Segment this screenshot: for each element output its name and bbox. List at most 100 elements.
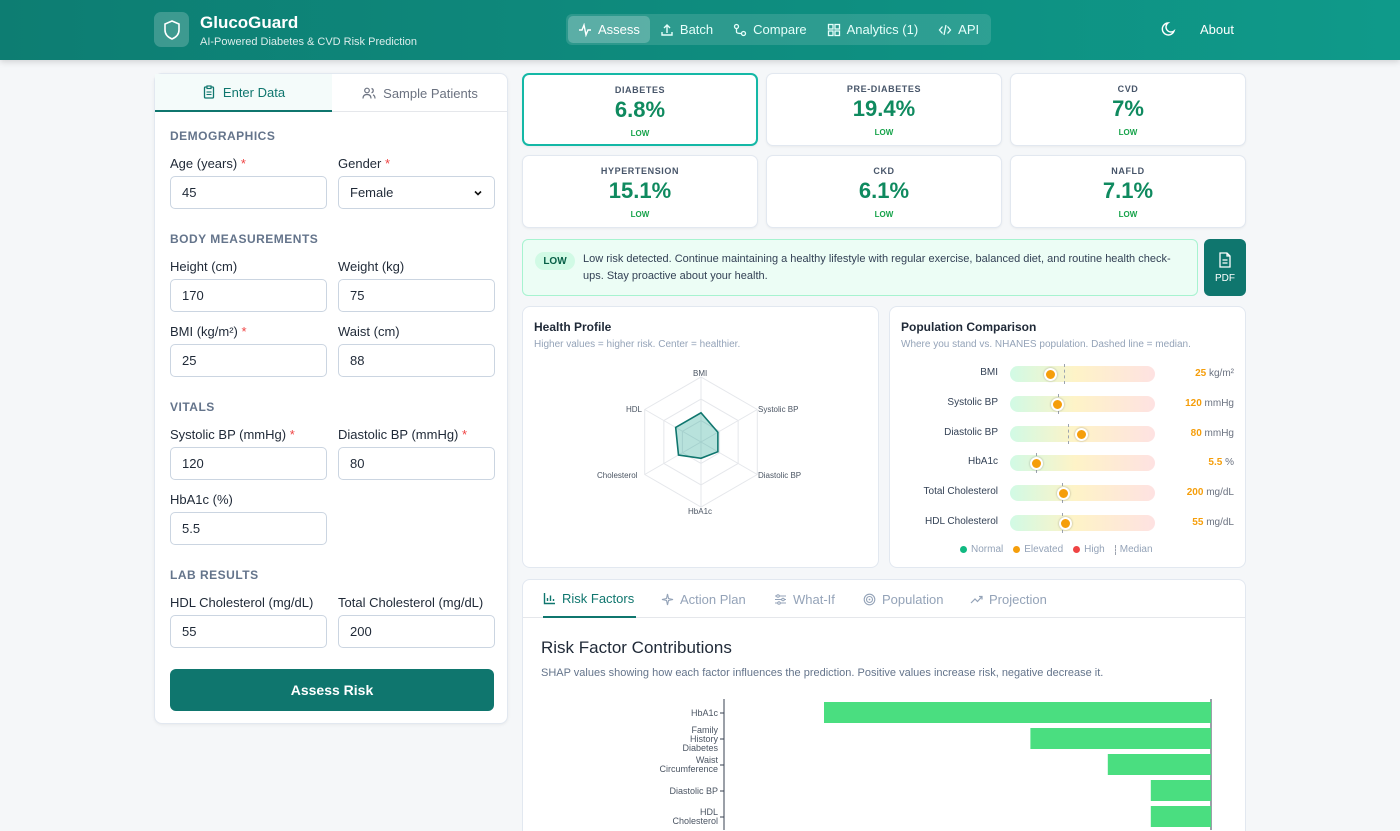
- shap-chart: [720, 699, 1212, 830]
- patient-marker: [1074, 427, 1088, 441]
- legend-elevated: Elevated: [1024, 544, 1064, 555]
- file-icon: [1219, 251, 1231, 268]
- tab-population[interactable]: Population: [863, 580, 943, 618]
- risk-name: CVD: [1117, 84, 1139, 94]
- radar-patient-shape: [674, 411, 719, 460]
- diastolic-label: Diastolic BP (mmHg) *: [338, 427, 468, 442]
- waist-label: Waist (cm): [338, 324, 400, 339]
- radar-label: Diastolic BP: [758, 471, 802, 480]
- hdl-label: HDL Cholesterol (mg/dL): [170, 595, 314, 610]
- nav-analytics[interactable]: Analytics (1): [817, 16, 929, 43]
- risk-name: NAFLD: [1111, 166, 1145, 176]
- metric-value: 55 mg/dL: [1192, 517, 1234, 528]
- assess-risk-button[interactable]: Assess Risk: [170, 669, 494, 711]
- risk-level: LOW: [1118, 210, 1138, 219]
- bar-chart-icon: [543, 592, 555, 604]
- chevron-down-icon: [474, 190, 482, 196]
- tab-sample-patients[interactable]: Sample Patients: [332, 74, 508, 112]
- range-bar: [1010, 453, 1155, 474]
- metric-name: BMI: [980, 367, 998, 378]
- compare-icon: [734, 23, 747, 36]
- nav-compare[interactable]: Compare: [723, 16, 816, 43]
- patient-marker: [1058, 517, 1072, 530]
- status-badge: LOW: [535, 252, 575, 270]
- tab-label: What-If: [793, 591, 835, 607]
- range-bar: [1010, 423, 1155, 444]
- risk-card-cvd[interactable]: CVD 7% LOW: [1010, 73, 1246, 146]
- risk-card-ckd[interactable]: CKD 6.1% LOW: [766, 155, 1002, 228]
- section-demographics: DEMOGRAPHICS: [170, 129, 276, 143]
- analysis-panel: Risk Factors Action Plan What-If Populat…: [522, 579, 1246, 831]
- nav-label: Compare: [753, 22, 807, 37]
- population-comparison-panel: Population Comparison Where you stand vs…: [889, 306, 1246, 568]
- tab-action-plan[interactable]: Action Plan: [661, 580, 746, 618]
- total-cholesterol-input[interactable]: 200: [338, 615, 495, 648]
- shap-bar: [1150, 780, 1211, 801]
- health-profile-title: Health Profile: [534, 320, 612, 334]
- patient-marker: [1051, 397, 1065, 411]
- about-link[interactable]: About: [1200, 22, 1234, 37]
- population-row: BMI 25 kg/m²: [890, 364, 1244, 384]
- risk-value: 15.1%: [608, 178, 672, 203]
- radar-axis: [700, 441, 758, 475]
- risk-card-hypertension[interactable]: HYPERTENSION 15.1% LOW: [522, 155, 758, 228]
- population-row: Systolic BP 120 mmHg: [890, 393, 1244, 414]
- nav-assess[interactable]: Assess: [568, 16, 650, 43]
- tab-label: Population: [882, 591, 944, 607]
- tab-risk-factors[interactable]: Risk Factors: [543, 580, 637, 618]
- radar-chart: [644, 376, 758, 508]
- radar-axis: [700, 409, 758, 443]
- tab-enter-data[interactable]: Enter Data: [155, 74, 332, 112]
- median-line: [1068, 423, 1069, 444]
- metric-name: Total Cholesterol: [923, 486, 998, 498]
- diastolic-input[interactable]: 80: [338, 447, 495, 480]
- age-input[interactable]: 45: [170, 176, 327, 209]
- tab-what-if[interactable]: What-If: [774, 580, 835, 618]
- app-header: GlucoGuard AI-Powered Diabetes & CVD Ris…: [0, 0, 1400, 60]
- risk-level: LOW: [874, 210, 894, 219]
- hdl-input[interactable]: 55: [170, 615, 327, 648]
- shap-category-label: Family History Diabetes: [682, 724, 718, 753]
- weight-input[interactable]: 75: [338, 279, 495, 312]
- risk-level: LOW: [874, 128, 894, 137]
- gender-select[interactable]: Female: [338, 176, 495, 209]
- radar-axis: [644, 409, 702, 443]
- hba1c-input[interactable]: 5.5: [170, 512, 327, 545]
- risk-card-nafld[interactable]: NAFLD 7.1% LOW: [1010, 155, 1246, 228]
- risk-card-diabetes[interactable]: DIABETES 6.8% LOW: [522, 73, 758, 146]
- population-row: Diastolic BP 80 mmHg: [890, 423, 1244, 444]
- shap-bar: [1150, 806, 1211, 827]
- shap-bar: [824, 702, 1211, 723]
- systolic-input[interactable]: 120: [170, 447, 327, 480]
- bmi-input[interactable]: 25: [170, 344, 327, 377]
- moon-icon[interactable]: [1161, 21, 1177, 37]
- app-name: GlucoGuard: [200, 13, 299, 32]
- metric-name: Systolic BP: [947, 396, 998, 408]
- legend-high: High: [1084, 544, 1105, 555]
- range-bar: [1010, 513, 1155, 533]
- upload-icon: [661, 23, 673, 36]
- grid-icon: [827, 23, 840, 36]
- nav-api[interactable]: API: [928, 16, 989, 43]
- nav-batch[interactable]: Batch: [650, 16, 723, 43]
- height-input[interactable]: 170: [170, 279, 327, 312]
- pdf-export-button[interactable]: PDF: [1204, 239, 1246, 296]
- risk-card-prediabetes[interactable]: PRE-DIABETES 19.4% LOW: [766, 73, 1002, 146]
- legend-median: Median: [1119, 544, 1153, 555]
- risk-value: 6.8%: [614, 97, 666, 122]
- risk-name: PRE-DIABETES: [846, 84, 922, 94]
- radar-axis: [644, 441, 702, 475]
- patient-form: Enter Data Sample Patients DEMOGRAPHICS …: [154, 73, 508, 724]
- normal-dot: [960, 546, 967, 553]
- shap-category-label: HbA1c: [690, 707, 718, 718]
- app-tagline: AI-Powered Diabetes & CVD Risk Predictio…: [200, 36, 418, 48]
- nav-label: API: [958, 22, 980, 37]
- patient-marker: [1057, 487, 1071, 501]
- clipboard-icon: [203, 85, 215, 99]
- tab-label: Action Plan: [680, 591, 746, 607]
- waist-input[interactable]: 88: [338, 344, 495, 377]
- age-label: Age (years) *: [170, 156, 246, 171]
- activity-icon: [579, 22, 591, 37]
- section-lab-results: LAB RESULTS: [170, 568, 259, 582]
- tab-projection[interactable]: Projection: [970, 580, 1047, 618]
